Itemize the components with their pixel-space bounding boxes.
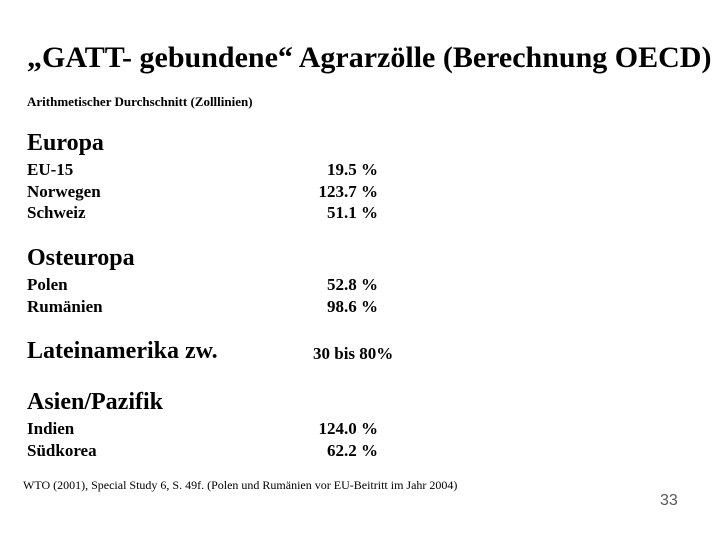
row-value: 62.2 % xyxy=(327,441,378,460)
row-value: 123.7 % xyxy=(318,182,379,201)
section-heading-value: 30 bis 80% xyxy=(313,344,394,363)
table-row: Rumänien 98.6 % xyxy=(27,298,720,315)
row-label: Norwegen xyxy=(27,182,101,201)
row-value: 52.8 % xyxy=(327,275,378,294)
source-note: WTO (2001), Special Study 6, S. 49f. (Po… xyxy=(23,478,458,492)
row-value: 51.1 % xyxy=(327,203,378,222)
row-label: Schweiz xyxy=(27,203,86,222)
row-label: Indien xyxy=(27,419,75,438)
table-row: EU-15 19.5 % xyxy=(27,161,720,178)
page-title: „GATT- gebundene“ Agrarzölle (Berechnung… xyxy=(27,41,712,74)
table-row: Südkorea 62.2 % xyxy=(27,442,720,459)
section-heading-lateinamerika: Lateinamerika zw. xyxy=(27,338,218,364)
table-row: Norwegen 123.7 % xyxy=(27,183,720,200)
row-label: EU-15 xyxy=(27,160,74,179)
page-number: 33 xyxy=(660,492,678,509)
row-value: 19.5 % xyxy=(327,160,378,179)
row-label: Rumänien xyxy=(27,297,103,316)
section-heading-osteuropa: Osteuropa xyxy=(27,245,135,271)
section-heading-europa: Europa xyxy=(27,130,104,156)
page-subtitle: Arithmetischer Durchschnitt (Zolllinien) xyxy=(27,94,253,109)
row-label: Südkorea xyxy=(27,441,97,460)
section-heading-asien-pazifik: Asien/Pazifik xyxy=(27,389,163,415)
table-row: Polen 52.8 % xyxy=(27,276,720,293)
table-row: Schweiz 51.1 % xyxy=(27,204,720,221)
table-row: Indien 124.0 % xyxy=(27,420,720,437)
row-value: 98.6 % xyxy=(327,297,378,316)
row-value: 124.0 % xyxy=(318,419,379,438)
row-label: Polen xyxy=(27,275,68,294)
